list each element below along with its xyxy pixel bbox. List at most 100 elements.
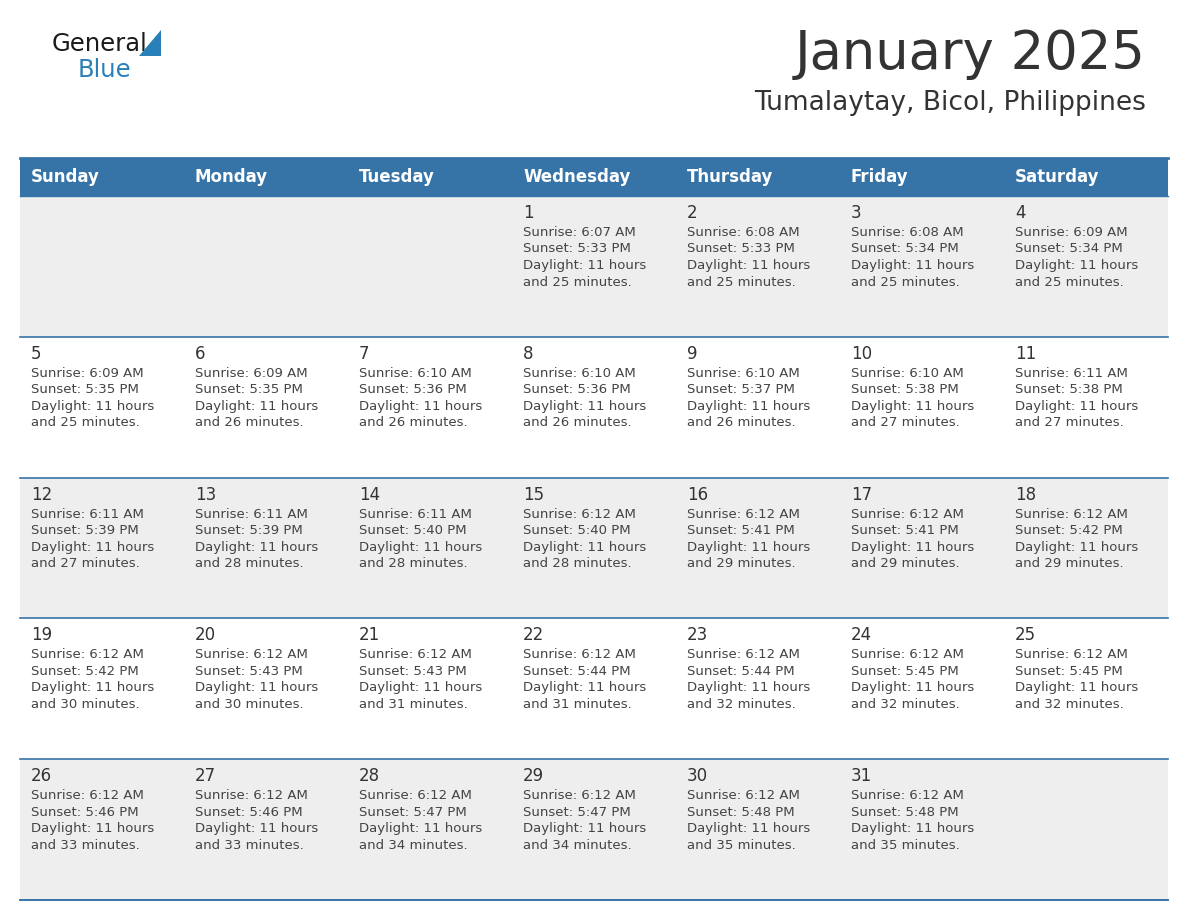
Text: Sunrise: 6:10 AM: Sunrise: 6:10 AM	[687, 367, 800, 380]
Text: 7: 7	[359, 345, 369, 363]
Text: 8: 8	[523, 345, 533, 363]
Text: and 27 minutes.: and 27 minutes.	[1015, 416, 1124, 430]
Text: Daylight: 11 hours: Daylight: 11 hours	[359, 541, 482, 554]
Text: and 27 minutes.: and 27 minutes.	[31, 557, 140, 570]
Bar	[20, 337, 1168, 477]
Text: Daylight: 11 hours: Daylight: 11 hours	[31, 681, 154, 694]
Text: and 32 minutes.: and 32 minutes.	[1015, 698, 1124, 711]
Text: Friday: Friday	[851, 168, 909, 186]
Text: Daylight: 11 hours: Daylight: 11 hours	[523, 400, 646, 413]
Text: Sunrise: 6:11 AM: Sunrise: 6:11 AM	[359, 508, 472, 521]
Text: Sunrise: 6:09 AM: Sunrise: 6:09 AM	[195, 367, 308, 380]
Text: Daylight: 11 hours: Daylight: 11 hours	[359, 400, 482, 413]
Text: Sunset: 5:41 PM: Sunset: 5:41 PM	[687, 524, 795, 537]
Text: Blue: Blue	[78, 58, 132, 82]
Text: Sunset: 5:39 PM: Sunset: 5:39 PM	[31, 524, 139, 537]
Text: Sunrise: 6:10 AM: Sunrise: 6:10 AM	[359, 367, 472, 380]
Text: Sunset: 5:43 PM: Sunset: 5:43 PM	[195, 665, 303, 677]
Text: 16: 16	[687, 486, 708, 504]
Bar	[840, 158, 1004, 196]
Text: Sunrise: 6:09 AM: Sunrise: 6:09 AM	[1015, 226, 1127, 239]
Text: Sunrise: 6:12 AM: Sunrise: 6:12 AM	[31, 789, 144, 802]
Text: Sunset: 5:46 PM: Sunset: 5:46 PM	[195, 806, 303, 819]
Text: and 25 minutes.: and 25 minutes.	[1015, 275, 1124, 288]
Text: Sunset: 5:48 PM: Sunset: 5:48 PM	[687, 806, 795, 819]
Text: Sunrise: 6:08 AM: Sunrise: 6:08 AM	[687, 226, 800, 239]
Text: and 31 minutes.: and 31 minutes.	[523, 698, 632, 711]
Text: Daylight: 11 hours: Daylight: 11 hours	[851, 681, 974, 694]
Text: 28: 28	[359, 767, 380, 785]
Text: Sunrise: 6:10 AM: Sunrise: 6:10 AM	[523, 367, 636, 380]
Text: 6: 6	[195, 345, 206, 363]
Text: Sunrise: 6:12 AM: Sunrise: 6:12 AM	[523, 648, 636, 661]
Bar	[512, 158, 676, 196]
Text: Sunset: 5:36 PM: Sunset: 5:36 PM	[523, 384, 631, 397]
Text: Sunset: 5:38 PM: Sunset: 5:38 PM	[1015, 384, 1123, 397]
Text: Daylight: 11 hours: Daylight: 11 hours	[523, 259, 646, 272]
Text: and 30 minutes.: and 30 minutes.	[31, 698, 140, 711]
Text: 3: 3	[851, 204, 861, 222]
Text: Sunset: 5:33 PM: Sunset: 5:33 PM	[523, 242, 631, 255]
Text: Sunrise: 6:11 AM: Sunrise: 6:11 AM	[1015, 367, 1127, 380]
Text: 4: 4	[1015, 204, 1025, 222]
Text: 15: 15	[523, 486, 544, 504]
Text: and 32 minutes.: and 32 minutes.	[687, 698, 796, 711]
Text: Sunday: Sunday	[31, 168, 100, 186]
Text: and 25 minutes.: and 25 minutes.	[687, 275, 796, 288]
Text: Sunrise: 6:12 AM: Sunrise: 6:12 AM	[851, 648, 963, 661]
Text: 14: 14	[359, 486, 380, 504]
Text: Sunset: 5:42 PM: Sunset: 5:42 PM	[1015, 524, 1123, 537]
Text: and 29 minutes.: and 29 minutes.	[851, 557, 960, 570]
Text: Sunset: 5:46 PM: Sunset: 5:46 PM	[31, 806, 139, 819]
Text: Daylight: 11 hours: Daylight: 11 hours	[1015, 681, 1138, 694]
Text: Daylight: 11 hours: Daylight: 11 hours	[195, 823, 318, 835]
Text: Daylight: 11 hours: Daylight: 11 hours	[687, 400, 810, 413]
Text: Sunset: 5:34 PM: Sunset: 5:34 PM	[851, 242, 959, 255]
Text: Daylight: 11 hours: Daylight: 11 hours	[687, 541, 810, 554]
Text: Sunrise: 6:12 AM: Sunrise: 6:12 AM	[1015, 648, 1127, 661]
Text: Sunset: 5:34 PM: Sunset: 5:34 PM	[1015, 242, 1123, 255]
Text: 2: 2	[687, 204, 697, 222]
Text: and 31 minutes.: and 31 minutes.	[359, 698, 468, 711]
Text: Sunrise: 6:11 AM: Sunrise: 6:11 AM	[195, 508, 308, 521]
Text: Sunset: 5:38 PM: Sunset: 5:38 PM	[851, 384, 959, 397]
Bar	[20, 158, 184, 196]
Text: Sunset: 5:45 PM: Sunset: 5:45 PM	[1015, 665, 1123, 677]
Text: January 2025: January 2025	[795, 28, 1146, 80]
Text: Sunset: 5:42 PM: Sunset: 5:42 PM	[31, 665, 139, 677]
Text: Tumalaytay, Bicol, Philippines: Tumalaytay, Bicol, Philippines	[754, 90, 1146, 116]
Text: Daylight: 11 hours: Daylight: 11 hours	[1015, 400, 1138, 413]
Text: General: General	[52, 32, 147, 56]
Text: Daylight: 11 hours: Daylight: 11 hours	[195, 681, 318, 694]
Text: Sunrise: 6:12 AM: Sunrise: 6:12 AM	[523, 789, 636, 802]
Text: 29: 29	[523, 767, 544, 785]
Bar	[20, 759, 1168, 900]
Text: Daylight: 11 hours: Daylight: 11 hours	[1015, 541, 1138, 554]
Text: Sunset: 5:39 PM: Sunset: 5:39 PM	[195, 524, 303, 537]
Text: Daylight: 11 hours: Daylight: 11 hours	[851, 823, 974, 835]
Text: and 26 minutes.: and 26 minutes.	[523, 416, 632, 430]
Text: and 32 minutes.: and 32 minutes.	[851, 698, 960, 711]
Text: Daylight: 11 hours: Daylight: 11 hours	[687, 823, 810, 835]
Text: and 35 minutes.: and 35 minutes.	[851, 839, 960, 852]
Text: Daylight: 11 hours: Daylight: 11 hours	[359, 681, 482, 694]
Text: Sunrise: 6:12 AM: Sunrise: 6:12 AM	[195, 789, 308, 802]
Text: Thursday: Thursday	[687, 168, 773, 186]
Text: 5: 5	[31, 345, 42, 363]
Text: Monday: Monday	[195, 168, 268, 186]
Text: and 29 minutes.: and 29 minutes.	[687, 557, 796, 570]
Text: Sunrise: 6:12 AM: Sunrise: 6:12 AM	[523, 508, 636, 521]
Text: and 25 minutes.: and 25 minutes.	[523, 275, 632, 288]
Text: Daylight: 11 hours: Daylight: 11 hours	[851, 541, 974, 554]
Text: and 25 minutes.: and 25 minutes.	[31, 416, 140, 430]
Text: Sunrise: 6:09 AM: Sunrise: 6:09 AM	[31, 367, 144, 380]
Text: Tuesday: Tuesday	[359, 168, 435, 186]
Text: and 29 minutes.: and 29 minutes.	[1015, 557, 1124, 570]
Text: 23: 23	[687, 626, 708, 644]
Bar	[1004, 158, 1168, 196]
Text: Daylight: 11 hours: Daylight: 11 hours	[687, 681, 810, 694]
Text: Sunset: 5:37 PM: Sunset: 5:37 PM	[687, 384, 795, 397]
Text: and 28 minutes.: and 28 minutes.	[523, 557, 632, 570]
Text: Sunrise: 6:12 AM: Sunrise: 6:12 AM	[31, 648, 144, 661]
Text: Sunrise: 6:12 AM: Sunrise: 6:12 AM	[687, 648, 800, 661]
